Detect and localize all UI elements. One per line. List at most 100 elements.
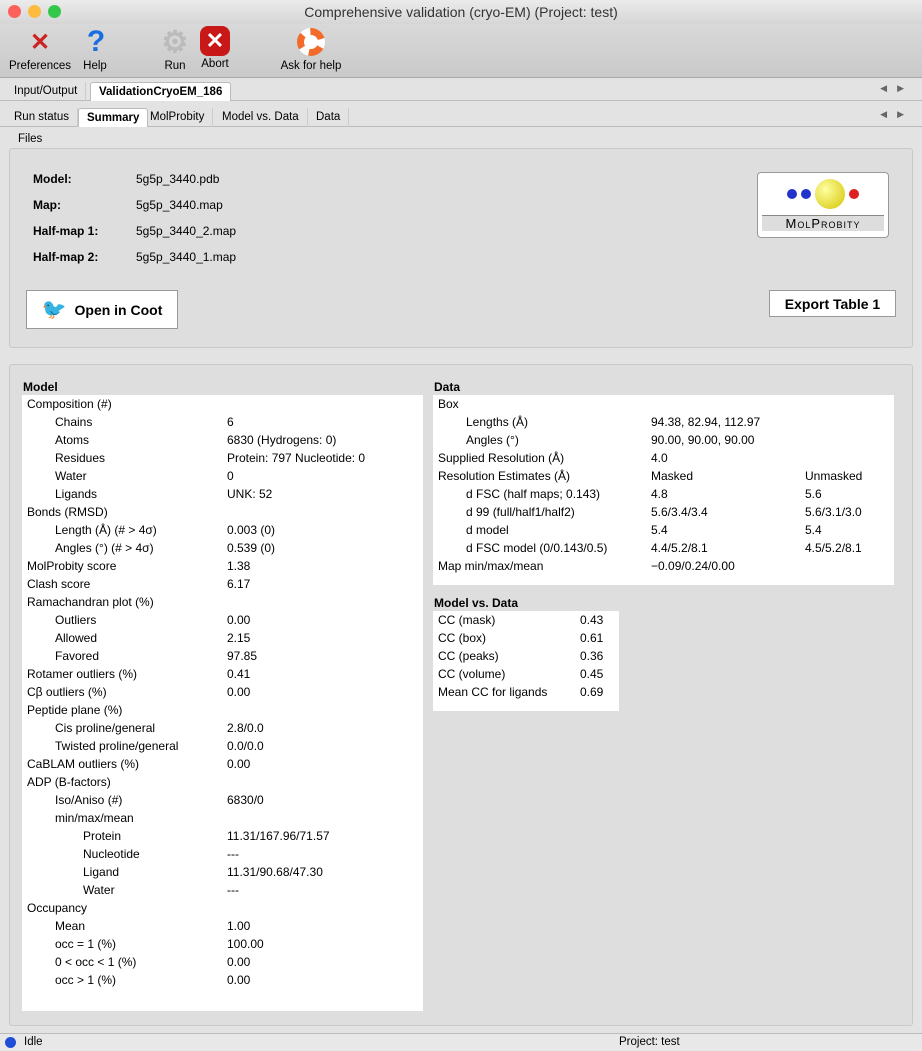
model-row-value: 0.00 [227, 973, 251, 987]
model-row-label: Cis proline/general [55, 721, 156, 735]
results-panel: Model Composition (#) Chains 6 Atoms 6830 (H… [9, 364, 913, 1026]
inner-tab-bar: Run status Summary MolProbity Model vs. … [0, 105, 922, 127]
help-label: Help [83, 60, 107, 72]
outer-tab-bar: Input/Output ValidationCryoEM_186 ◀▶ [0, 79, 922, 101]
run-label: Run [164, 60, 186, 72]
mvd-row-label: CC (peaks) [438, 649, 499, 663]
model-row-label: Twisted proline/general [55, 739, 179, 753]
model-row-label: Iso/Aniso (#) [55, 793, 123, 807]
data-row-masked: 5.6/3.4/3.4 [651, 505, 708, 519]
tab-summary[interactable]: Summary [78, 108, 149, 127]
map-label: Map: [33, 198, 61, 212]
model-row-value: 0 [227, 469, 234, 483]
molprobity-logo: MolProbity [757, 172, 889, 238]
tab-molprobity[interactable]: MolProbity [142, 108, 214, 127]
half-map-1-label: Half-map 1: [33, 224, 99, 238]
help-icon: ? [86, 25, 106, 58]
export-table-button[interactable]: Export Table 1 [769, 290, 896, 317]
model-row-value: 0.00 [227, 613, 251, 627]
mvd-row-value: 0.61 [580, 631, 604, 645]
data-row-masked: 4.8 [651, 487, 668, 501]
model-row-value: 0.539 (0) [227, 541, 276, 555]
data-row-label: Angles (°) [466, 433, 519, 447]
data-row-masked: 94.38, 82.94, 112.97 [651, 415, 761, 429]
data-row-masked: 90.00, 90.00, 90.00 [651, 433, 755, 447]
model-row-value: --- [227, 883, 239, 897]
model-row-value: 1.00 [227, 919, 251, 933]
tab-input-output[interactable]: Input/Output [6, 82, 87, 101]
model-row-value: 2.8/0.0 [227, 721, 264, 735]
model-row-label: Water [83, 883, 115, 897]
status-bar: Idle Project: test [0, 1033, 922, 1051]
model-row-label: Occupancy [27, 901, 88, 915]
model-row-value: 1.38 [227, 559, 251, 573]
run-button[interactable]: ⚙ Run [159, 26, 191, 73]
help-button[interactable]: ? Help [80, 25, 110, 72]
model-row-value: UNK: 52 [227, 487, 273, 501]
half-map-2-label: Half-map 2: [33, 250, 99, 264]
mvd-row-value: 0.36 [580, 649, 604, 663]
half-map-2-file: 5g5p_3440_1.map [136, 250, 237, 264]
tab-validation-job[interactable]: ValidationCryoEM_186 [90, 82, 232, 101]
abort-icon: ✕ [200, 26, 230, 56]
model-row-label: Peptide plane (%) [27, 703, 123, 717]
preferences-icon: ✕ [29, 28, 51, 56]
model-row-value: 97.85 [227, 649, 258, 663]
tab-run-status[interactable]: Run status [6, 108, 78, 127]
model-table: Composition (#) Chains 6 Atoms 6830 (Hydroge… [22, 395, 423, 1011]
data-row-label: Lengths (Å) [466, 415, 529, 429]
data-row-masked: 4.0 [651, 451, 668, 465]
mvd-row-label: CC (volume) [438, 667, 506, 681]
lifebuoy-icon [295, 26, 327, 58]
model-row-label: MolProbity score [27, 559, 117, 573]
data-row-unmasked: 5.6 [805, 487, 822, 501]
preferences-label: Preferences [8, 60, 71, 72]
data-section-title: Data [434, 380, 461, 394]
toolbar: ✕ Preferences ? Help ⚙ Run ✕ Abort Ask for h… [0, 24, 922, 78]
data-row-label: Box [438, 397, 459, 411]
model-row-value: Protein: 797 Nucleotide: 0 [227, 451, 366, 465]
tab-scroll-arrows[interactable]: ◀▶ [880, 83, 914, 93]
data-row-masked: −0.09/0.24/0.00 [651, 559, 735, 573]
zoom-window-button[interactable] [48, 5, 61, 18]
close-window-button[interactable] [8, 5, 21, 18]
files-group-title: Files [18, 133, 43, 145]
data-row-unmasked: 5.4 [805, 523, 822, 537]
data-row-unmasked: 4.5/5.2/8.1 [805, 541, 862, 555]
model-row-label: Ligand [83, 865, 120, 879]
model-row-label: ADP (B-factors) [27, 775, 111, 789]
model-row-label: Favored [55, 649, 100, 663]
tab-data[interactable]: Data [308, 108, 350, 127]
mvd-row-value: 0.43 [580, 613, 604, 627]
data-row-label: d model [466, 523, 509, 537]
model-row-value: 6830/0 [227, 793, 264, 807]
model-row-value: 0.41 [227, 667, 251, 681]
open-in-coot-button[interactable]: 🐦 Open in Coot [26, 290, 178, 329]
data-row-masked: Masked [651, 469, 694, 483]
abort-button[interactable]: ✕ Abort [198, 26, 232, 70]
status-text: Idle [24, 1036, 43, 1048]
model-section-title: Model [23, 380, 58, 394]
data-row-unmasked: Unmasked [805, 469, 863, 483]
ask-for-help-button[interactable]: Ask for help [278, 26, 344, 72]
model-vs-data-table: CC (mask) 0.43 CC (box) 0.61 CC (peaks) 0.36 C… [433, 611, 619, 711]
model-row-value: 6830 (Hydrogens: 0) [227, 433, 337, 447]
minimize-window-button[interactable] [28, 5, 41, 18]
tab-scroll-arrows[interactable]: ◀▶ [880, 109, 914, 119]
data-row-unmasked: 5.6/3.1/3.0 [805, 505, 862, 519]
mvd-row-value: 0.45 [580, 667, 604, 681]
data-table: Box Lengths (Å) 94.38, 82.94, 112.97 Angles… [433, 395, 894, 585]
map-file: 5g5p_3440.map [136, 198, 223, 212]
data-row-label: Resolution Estimates (Å) [438, 469, 571, 483]
model-row-value: 0.003 (0) [227, 523, 276, 537]
files-group: Model: 5g5p_3440.pdb Map: 5g5p_3440.map … [9, 148, 913, 348]
model-vs-data-section-title: Model vs. Data [434, 596, 519, 610]
model-row-label: occ > 1 (%) [55, 973, 117, 987]
model-row-label: Clash score [27, 577, 91, 591]
tab-model-vs-data[interactable]: Model vs. Data [214, 108, 308, 127]
preferences-button[interactable]: ✕ Preferences [8, 26, 72, 73]
model-row-label: occ = 1 (%) [55, 937, 117, 951]
mvd-row-label: Mean CC for ligands [438, 685, 548, 699]
title-bar: Comprehensive validation (cryo-EM) (Proj… [0, 0, 922, 24]
model-row-value: 11.31/90.68/47.30 [227, 865, 323, 879]
